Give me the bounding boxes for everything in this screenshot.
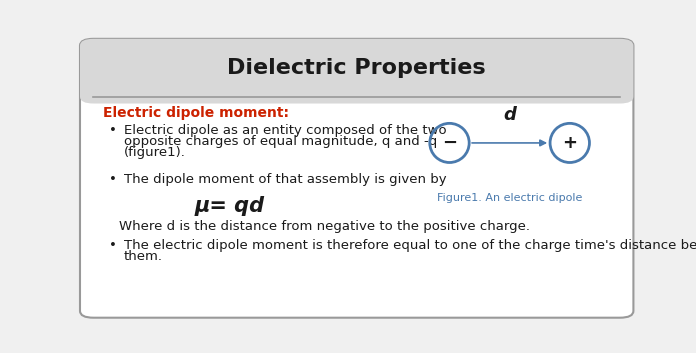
Text: •: • — [109, 239, 116, 252]
Text: The dipole moment of that assembly is given by: The dipole moment of that assembly is gi… — [124, 173, 446, 186]
Text: Where d is the distance from negative to the positive charge.: Where d is the distance from negative to… — [120, 220, 530, 233]
Text: Figure1. An electric dipole: Figure1. An electric dipole — [436, 193, 582, 203]
Text: (figure1).: (figure1). — [124, 146, 186, 158]
Text: Dielectric Properties: Dielectric Properties — [228, 58, 486, 78]
Text: d: d — [503, 106, 516, 124]
Text: +: + — [562, 134, 577, 152]
Bar — [93, 80, 620, 97]
Text: The electric dipole moment is therefore equal to one of the charge time's distan: The electric dipole moment is therefore … — [124, 239, 696, 252]
Text: •: • — [109, 124, 116, 137]
Text: μ= qd: μ= qd — [195, 196, 265, 216]
Text: −: − — [442, 134, 457, 152]
Text: Electric dipole as an entity composed of the two: Electric dipole as an entity composed of… — [124, 124, 446, 137]
Text: Electric dipole moment:: Electric dipole moment: — [103, 106, 289, 120]
Text: opposite charges of equal magnitude, q and -q: opposite charges of equal magnitude, q a… — [124, 135, 437, 148]
Text: them.: them. — [124, 250, 163, 263]
Text: •: • — [109, 173, 116, 186]
FancyBboxPatch shape — [80, 39, 633, 103]
FancyArrowPatch shape — [472, 140, 546, 146]
FancyBboxPatch shape — [80, 39, 633, 318]
